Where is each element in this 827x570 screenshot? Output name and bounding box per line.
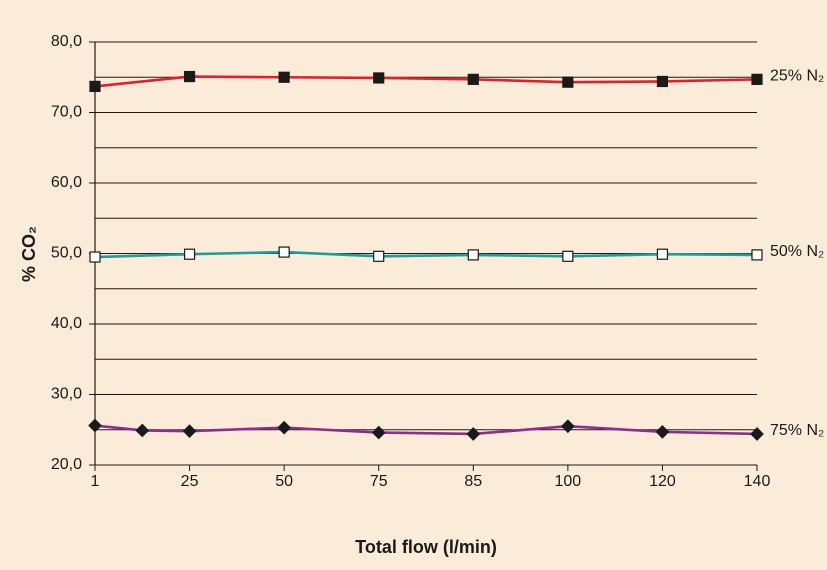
marker — [656, 248, 669, 260]
series-line — [94, 250, 758, 259]
marker — [467, 249, 479, 261]
marker — [183, 248, 196, 260]
marker — [750, 427, 764, 441]
x-tick-label: 1 — [91, 473, 100, 490]
y-tick-label: 70,0 — [51, 104, 82, 121]
x-tick-label: 75 — [370, 473, 388, 490]
x-tick-label: 100 — [555, 473, 582, 490]
marker — [278, 71, 290, 83]
marker — [89, 80, 101, 93]
marker — [371, 425, 386, 440]
marker — [373, 250, 385, 262]
series-line — [94, 75, 758, 88]
marker — [561, 419, 575, 434]
x-tick-label: 140 — [744, 473, 771, 490]
marker — [562, 76, 574, 88]
x-tick-label: 25 — [181, 473, 199, 490]
marker — [656, 75, 669, 88]
marker — [562, 250, 574, 262]
x-axis-title: Total flow (l/min) — [355, 537, 497, 557]
y-tick-label: 60,0 — [51, 174, 82, 191]
marker — [751, 249, 763, 261]
x-tick-label: 85 — [464, 473, 482, 490]
series-label: 50% N₂ — [770, 243, 824, 260]
y-tick-label: 20,0 — [51, 456, 82, 473]
marker — [655, 425, 670, 439]
marker — [182, 424, 197, 439]
y-axis-title: % CO₂ — [19, 226, 39, 282]
y-tick-label: 40,0 — [51, 315, 82, 332]
series-label: 75% N₂ — [770, 422, 824, 439]
marker — [89, 251, 101, 263]
y-tick-label: 80,0 — [51, 33, 82, 50]
marker — [467, 73, 479, 85]
series-label: 25% N₂ — [770, 68, 824, 85]
y-tick-label: 30,0 — [51, 386, 82, 403]
marker — [183, 70, 196, 83]
marker — [88, 418, 102, 433]
marker — [466, 427, 481, 441]
x-tick-label: 50 — [275, 473, 293, 490]
y-tick-label: 50,0 — [51, 245, 82, 262]
x-tick-label: 120 — [649, 473, 676, 490]
marker — [135, 423, 150, 438]
marker — [277, 420, 291, 435]
marker — [278, 246, 290, 258]
marker — [373, 72, 385, 84]
marker — [751, 73, 763, 85]
